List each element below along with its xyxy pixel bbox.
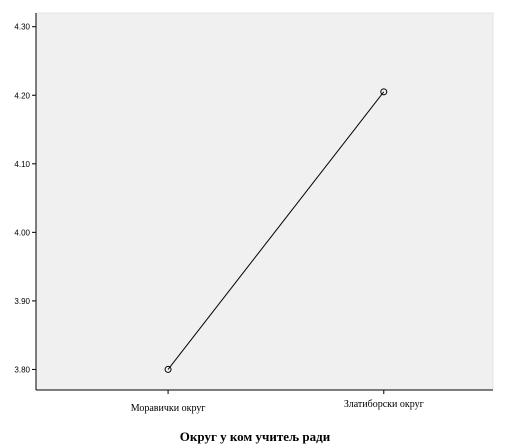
y-tick-label: 3.80 bbox=[14, 365, 30, 374]
y-tick-label: 3.90 bbox=[14, 297, 30, 306]
y-axis: 3.80 3.90 4.00 4.10 4.20 4.30 bbox=[14, 13, 37, 390]
y-tick-label: 4.30 bbox=[14, 23, 30, 32]
x-axis-label: Округ у ком учитељ ради bbox=[180, 429, 331, 444]
data-point bbox=[380, 88, 388, 96]
x-tick-label: Златиборски округ bbox=[344, 399, 424, 410]
y-tick-label: 4.10 bbox=[14, 160, 30, 169]
series-group bbox=[164, 88, 388, 373]
data-point bbox=[164, 365, 172, 373]
series-line bbox=[167, 91, 385, 370]
x-tick-label: Моравички округ bbox=[131, 403, 206, 414]
x-axis: Моравички округ Златиборски округ bbox=[36, 389, 493, 414]
plot-area bbox=[35, 12, 494, 391]
y-tick-label: 4.20 bbox=[14, 91, 30, 100]
y-tick-label: 4.00 bbox=[14, 228, 30, 237]
